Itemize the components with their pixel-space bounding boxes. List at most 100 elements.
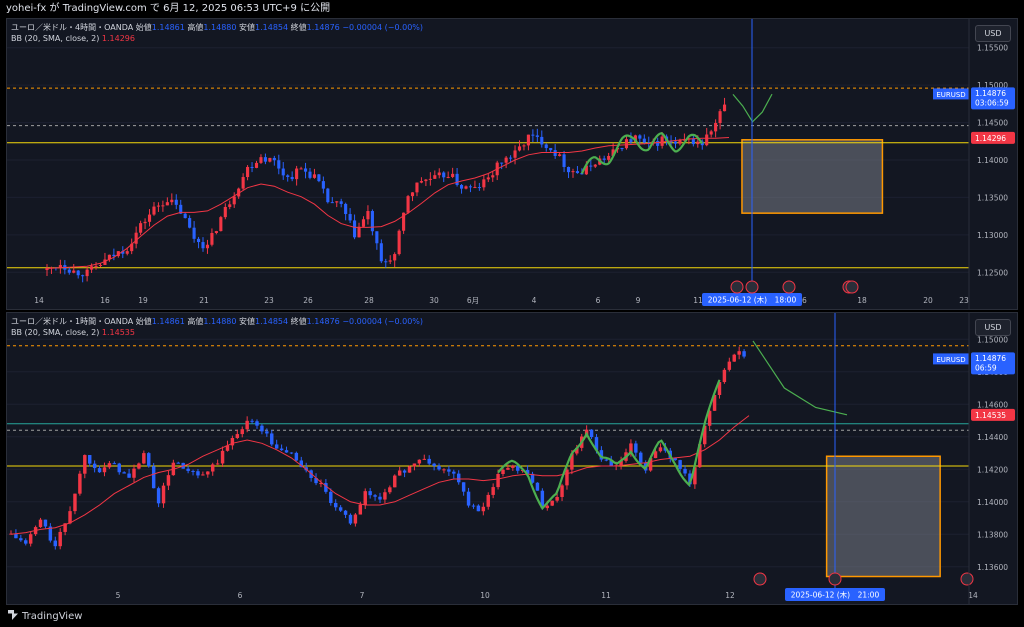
legend-high-label: 高値 [187, 23, 204, 32]
economic-event-icon [745, 280, 759, 294]
candle-body [525, 470, 530, 474]
candle-body [705, 134, 709, 146]
candle-body [223, 206, 227, 218]
y-tick-label: 1.12500 [977, 268, 1008, 277]
candle-body [361, 219, 366, 227]
candle-body [230, 438, 235, 446]
candle-body [696, 141, 700, 145]
candle-body [501, 469, 505, 475]
candle-body [245, 420, 249, 430]
candle-body [246, 166, 250, 178]
candle-body [619, 460, 623, 466]
elliott-wave-drawing [580, 131, 704, 174]
candle-body [324, 483, 328, 492]
legend-open-label: 始値 [135, 23, 152, 32]
candle-body [299, 168, 303, 170]
candle-body [281, 168, 285, 176]
x-tick-label: 26 [303, 296, 313, 305]
bb-label: BB (20, SMA, close, 2) [11, 328, 100, 337]
x-tick-label: 6月 [467, 296, 479, 305]
candle-body [117, 463, 121, 473]
x-tick-label: 19 [138, 296, 148, 305]
candle-body [205, 244, 210, 249]
candle-body [459, 184, 464, 189]
candle-body [201, 242, 205, 249]
price-chart-1h[interactable]: 1.150001.148001.146001.144001.142001.140… [7, 313, 1017, 604]
y-tick-label: 1.13600 [977, 563, 1008, 572]
candle-body [357, 226, 361, 238]
candle-body [545, 505, 550, 509]
chart-panel-4h[interactable]: 1.15500 1.15000 1.14500 1.14000 1.13500 1.130… [6, 18, 1018, 310]
candle-body [575, 171, 580, 174]
currency-button[interactable]: USD [975, 25, 1011, 42]
bb-label: BB (20, SMA, close, 2) [11, 34, 100, 43]
symbol-tag-bg [933, 353, 969, 365]
candle-body [161, 485, 166, 504]
candle-body [343, 510, 348, 515]
candle-body [330, 202, 334, 204]
candle-body [589, 429, 594, 438]
price-chart-4h[interactable]: 1.15500 1.15000 1.14500 1.14000 1.13500 1.130… [7, 19, 1017, 309]
x-tick-label: 11 [693, 296, 703, 305]
chart-panel-1h[interactable]: 1.150001.148001.146001.144001.142001.140… [6, 312, 1018, 605]
candle-body [526, 134, 530, 146]
x-tick-label: 10 [480, 591, 490, 600]
candle-body [19, 538, 23, 541]
legend-row-1h: ユーロ／米ドル・1時間・OANDA 始値1.14861 高値1.14880 安値… [11, 316, 423, 327]
candle-body [255, 421, 259, 426]
candle-body [481, 506, 486, 512]
legend-change: −0.00004 (−0.00%) [342, 23, 423, 32]
x-tick-label: 6 [596, 296, 601, 305]
economic-event-icon [845, 280, 859, 294]
candle-body [45, 267, 49, 271]
economic-event-icon [730, 280, 744, 294]
candle-body [609, 460, 613, 466]
candle-body [63, 523, 67, 532]
economic-event-icon [753, 572, 767, 586]
crosshair-date-label: 2025-06-12 (木) 21:00 [791, 590, 880, 600]
candle-body [535, 482, 540, 491]
last-price-tag: 1.14876 [975, 89, 1006, 98]
candle-body [530, 473, 535, 483]
x-tick-label: 14 [968, 591, 978, 600]
candle-body [260, 425, 264, 432]
candle-body [259, 157, 263, 163]
candle-body [678, 460, 682, 469]
candle-body [504, 157, 508, 163]
candle-body [210, 464, 215, 472]
candle-body [406, 196, 410, 213]
candle-body [97, 468, 102, 473]
legend-row-4h: ユーロ／米ドル・4時間・OANDA 始値1.14861 高値1.14880 安値… [11, 22, 423, 33]
legend-high-value: 1.14880 [203, 23, 237, 32]
candle-body [353, 514, 358, 524]
currency-button[interactable]: USD [975, 319, 1011, 336]
x-tick-label: 14 [34, 296, 44, 305]
candle-body [427, 458, 431, 464]
candle-body [250, 420, 254, 422]
candle-body [388, 260, 392, 262]
candle-body [353, 220, 357, 238]
candle-body [188, 218, 192, 228]
candle-body [317, 174, 321, 182]
candle-body [673, 457, 677, 461]
candle-body [437, 172, 441, 176]
candle-body [241, 177, 245, 189]
candle-body [712, 394, 717, 411]
candle-body [265, 431, 269, 434]
candle-body [192, 227, 196, 239]
tradingview-logo[interactable]: TradingView [8, 610, 82, 622]
candle-body [373, 495, 377, 497]
candle-body [299, 460, 304, 468]
candle-body [142, 453, 146, 464]
candle-body [388, 487, 392, 493]
legend-low-value: 1.14854 [255, 317, 289, 326]
candle-body [424, 179, 428, 182]
candle-body [196, 471, 200, 476]
x-tick-label: 16 [100, 296, 110, 305]
candle-body [219, 217, 223, 232]
x-tick-label: 21 [199, 296, 209, 305]
candle-body [693, 467, 697, 485]
candle-body [139, 223, 143, 233]
candle-body [513, 150, 517, 158]
candle-body [506, 467, 510, 470]
